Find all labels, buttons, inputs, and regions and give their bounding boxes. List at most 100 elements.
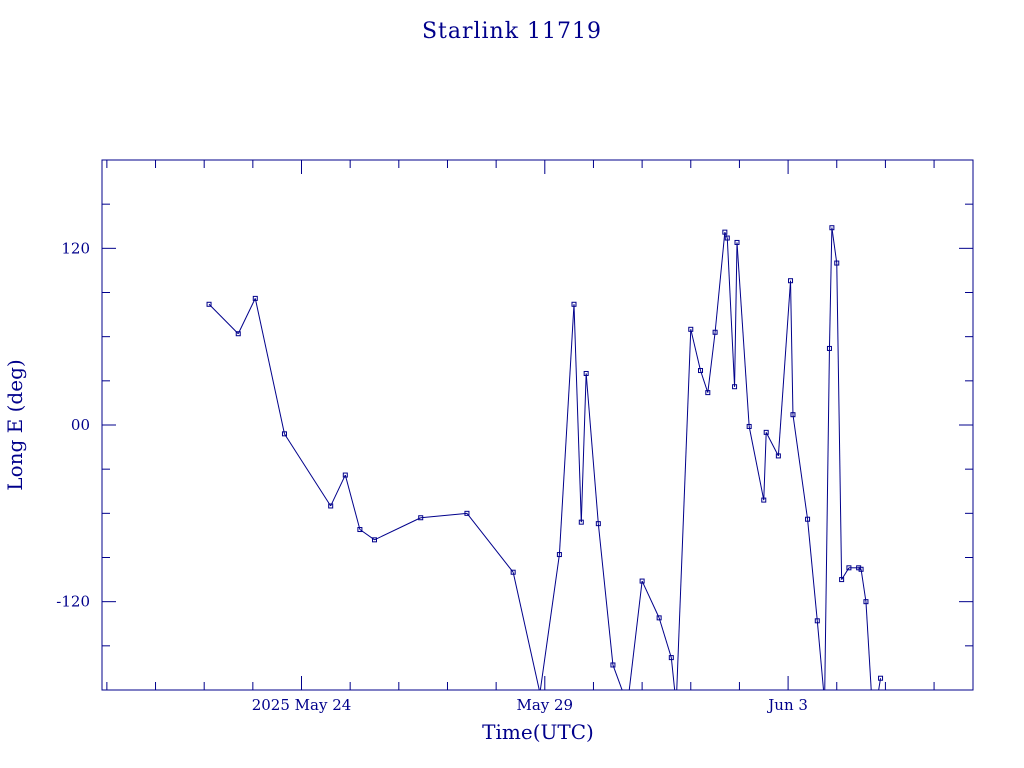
series-segment xyxy=(374,517,421,541)
data-point xyxy=(556,552,562,558)
series-segment xyxy=(344,474,361,530)
data-point xyxy=(510,569,516,575)
data-point xyxy=(578,519,584,525)
data-point xyxy=(761,497,767,503)
data-point xyxy=(464,510,470,516)
series-segment xyxy=(539,554,560,690)
data-point xyxy=(281,431,287,437)
data-point xyxy=(734,239,740,245)
series-segment xyxy=(330,474,346,507)
data-point xyxy=(656,615,662,621)
series-segment xyxy=(597,523,614,666)
series-segment xyxy=(765,432,779,457)
series-segment xyxy=(573,304,582,523)
data-point xyxy=(829,225,835,231)
data-point xyxy=(371,537,377,543)
plot-frame xyxy=(101,159,974,691)
data-point xyxy=(688,326,694,332)
series-segment xyxy=(707,332,716,393)
data-point xyxy=(206,301,212,307)
series-segment xyxy=(628,580,643,690)
y-tick-label: 00 xyxy=(71,416,90,434)
x-tick-label: 2025 May 24 xyxy=(252,696,352,714)
y-tick-label: -120 xyxy=(56,593,90,611)
data-point xyxy=(342,472,348,478)
data-point xyxy=(775,453,781,459)
data-point xyxy=(357,527,363,533)
ticks xyxy=(102,160,973,690)
series-segment xyxy=(237,298,256,334)
data-point xyxy=(418,515,424,521)
series-segment xyxy=(726,238,736,387)
y-tick-label: 120 xyxy=(61,239,90,257)
data-point xyxy=(668,655,674,661)
y-axis-label: Long E (deg) xyxy=(3,359,27,490)
series-segment xyxy=(585,373,599,524)
data-point xyxy=(328,503,334,509)
series-segment xyxy=(763,432,767,501)
data-point xyxy=(746,423,752,429)
data-point xyxy=(814,618,820,624)
data-point xyxy=(863,599,869,605)
x-axis-label: Time(UTC) xyxy=(482,720,594,744)
series-segment xyxy=(676,329,692,690)
series-segment xyxy=(658,617,672,658)
data-point xyxy=(839,577,845,583)
series-segment xyxy=(714,232,726,333)
data-point xyxy=(826,345,832,351)
series-segment xyxy=(777,280,792,456)
series-segment xyxy=(724,231,728,239)
data-point xyxy=(252,295,258,301)
data-point xyxy=(763,429,769,435)
series-segment xyxy=(792,414,809,520)
chart-title: Starlink 11719 xyxy=(422,19,602,44)
data-point xyxy=(639,578,645,584)
series-segment xyxy=(700,370,709,393)
series-segment xyxy=(860,569,867,602)
series-segment xyxy=(512,572,540,690)
series-segment xyxy=(284,433,332,507)
data-point xyxy=(788,278,794,284)
series-segment xyxy=(807,519,818,621)
data-point xyxy=(595,521,601,527)
series-segment xyxy=(254,298,285,434)
series-segment xyxy=(736,242,750,427)
data-point xyxy=(878,675,884,681)
series-segment xyxy=(558,304,575,555)
series-segment xyxy=(748,426,765,501)
data-point xyxy=(846,565,852,571)
data-point xyxy=(610,662,616,668)
series-segment xyxy=(612,664,623,690)
data-point xyxy=(805,516,811,522)
series-segment xyxy=(670,657,676,690)
data-point xyxy=(705,390,711,396)
data-point xyxy=(571,301,577,307)
plot-area xyxy=(206,225,884,690)
series-segment xyxy=(690,329,701,371)
series-segment xyxy=(831,227,838,264)
series-segment xyxy=(836,263,843,580)
data-point xyxy=(724,235,730,241)
data-point xyxy=(858,566,864,572)
tick-labels: 2025 May 24 May 29 Jun 3 120 00 -120 xyxy=(56,239,808,714)
series-segment xyxy=(420,512,467,519)
x-tick-label: Jun 3 xyxy=(766,696,808,714)
series-segment xyxy=(466,513,514,573)
series-segment xyxy=(828,227,833,349)
data-point xyxy=(583,370,589,376)
series-segment xyxy=(824,348,830,690)
data-point xyxy=(790,412,796,418)
series-segment xyxy=(865,601,872,690)
data-point xyxy=(712,329,718,335)
series-segment xyxy=(580,373,587,523)
x-tick-label: May 29 xyxy=(516,696,573,714)
series-segment xyxy=(734,242,738,387)
series-segment xyxy=(790,280,794,415)
series-segment xyxy=(641,580,660,619)
data-point xyxy=(722,229,728,235)
data-point xyxy=(698,368,704,374)
series-segment xyxy=(208,303,239,335)
series-segment xyxy=(816,620,825,690)
